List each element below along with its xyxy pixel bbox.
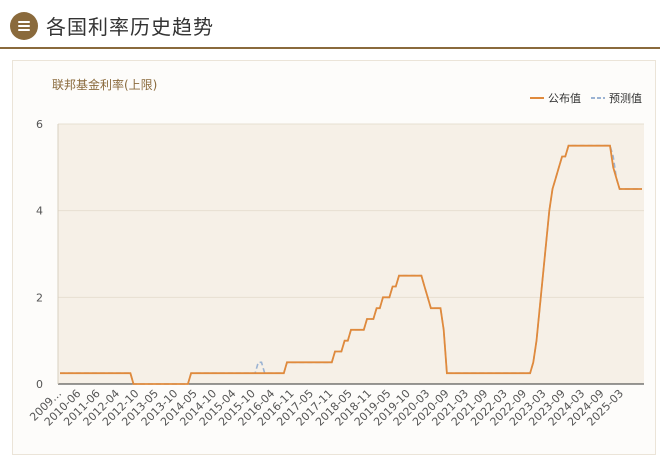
legend-label: 预测值 [609, 92, 642, 105]
series-lines [60, 144, 642, 385]
menu-icon[interactable] [10, 12, 38, 40]
y-tick-label: 0 [36, 378, 43, 391]
plot-background [58, 124, 644, 384]
page-header: 各国利率历史趋势 [0, 0, 660, 52]
x-axis-ticks: 2009…2010-062011-062012-042012-102013-05… [27, 387, 626, 429]
page-title: 各国利率历史趋势 [46, 15, 214, 39]
legend[interactable]: 公布值 预测值 [530, 92, 642, 105]
y-tick-label: 4 [36, 205, 43, 218]
y-tick-label: 6 [36, 118, 43, 131]
y-axis-ticks: 0 2 4 6 [36, 118, 43, 391]
legend-item-actual[interactable]: 公布值 [530, 92, 581, 105]
legend-label: 公布值 [548, 92, 581, 105]
header-divider [0, 47, 660, 49]
legend-item-forecast[interactable]: 预测值 [591, 92, 642, 105]
y-axis-label: 联邦基金利率(上限) [52, 77, 157, 92]
actual-series-line [60, 144, 642, 385]
y-tick-label: 2 [36, 291, 43, 304]
